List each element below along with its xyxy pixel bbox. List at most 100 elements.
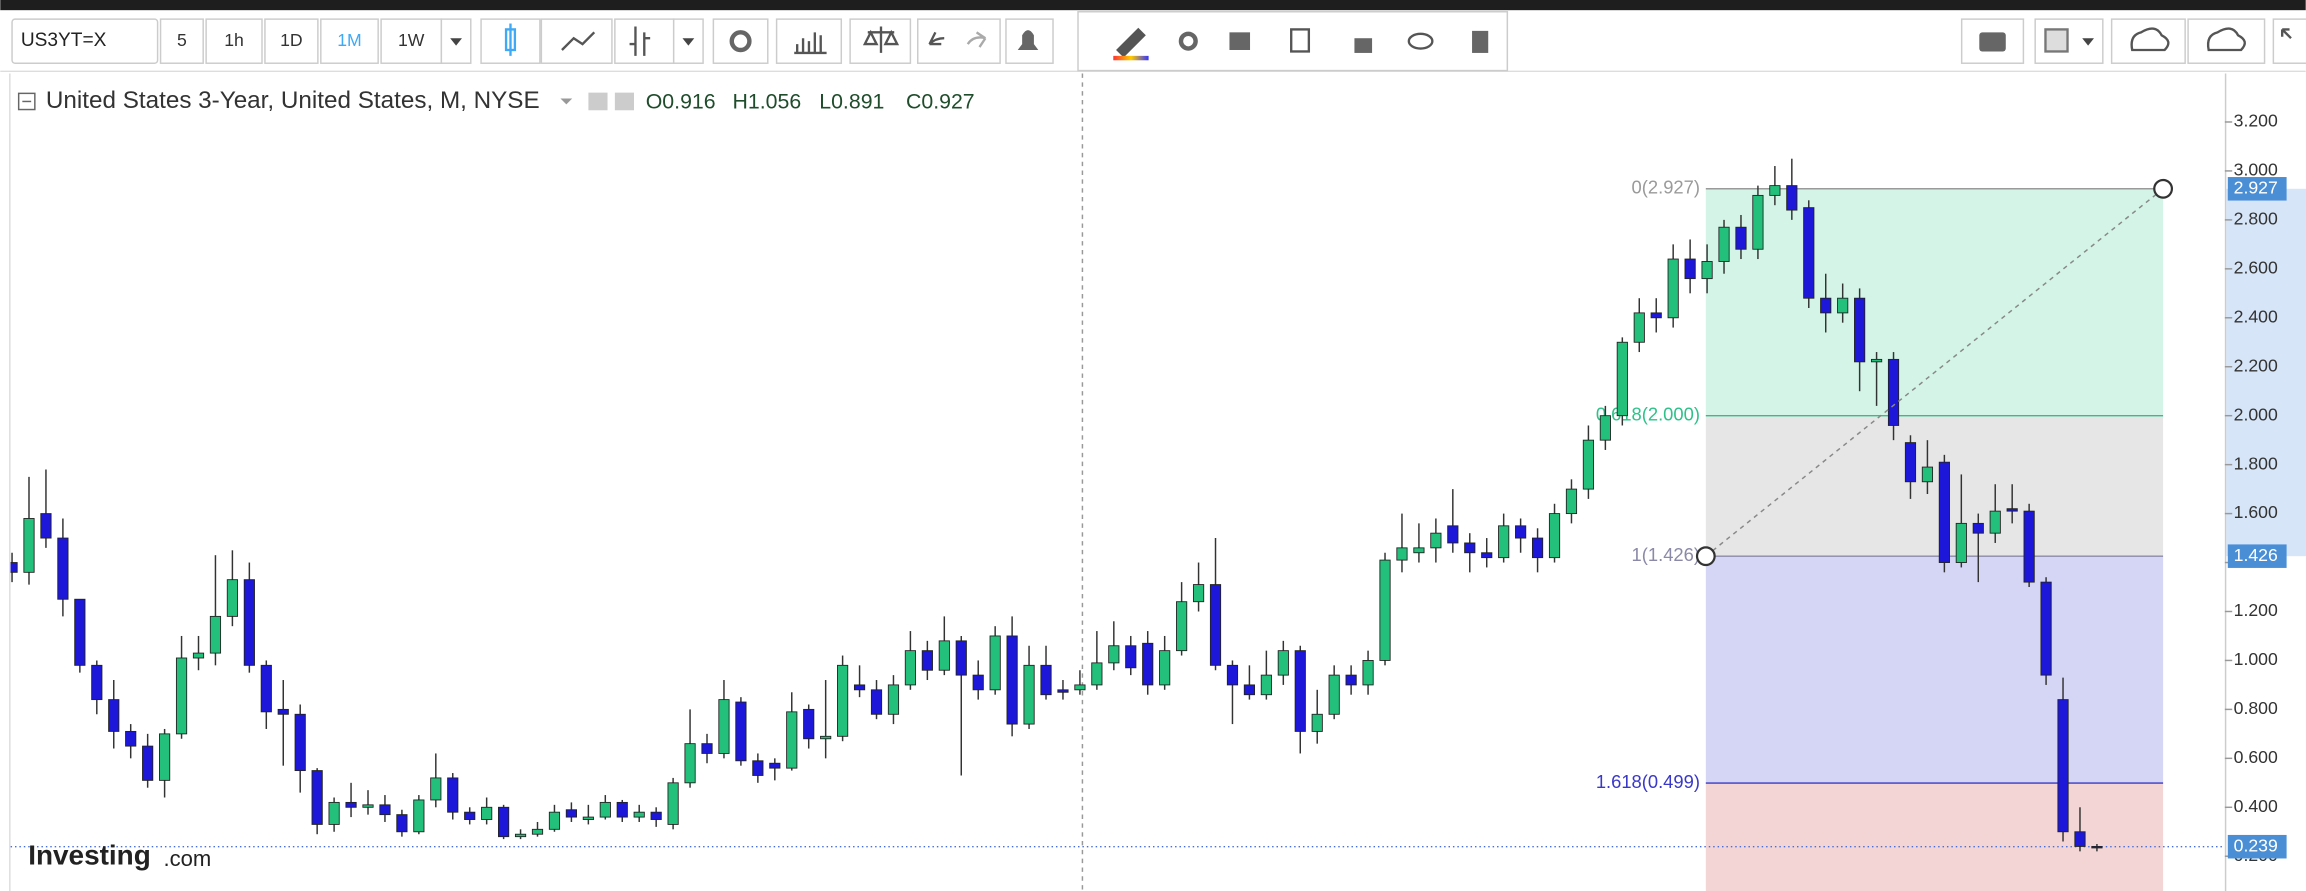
candle-body [1125,645,1137,669]
candle-body [1074,684,1086,691]
candle-body [1108,645,1120,664]
candle-body [599,801,611,818]
candle-body [1396,547,1408,561]
fib-anchor[interactable] [1695,546,1716,567]
y-tick-label: 2.800 [2234,209,2278,229]
y-tick-label: 1.200 [2234,600,2278,620]
drawing-panel-icons [1113,27,1489,61]
chart-title: United States 3-Year, United States, M, … [46,87,540,114]
settings-icon[interactable] [614,92,634,111]
symbol: US3YT=X [21,30,107,51]
candle-body [40,513,52,539]
candle-body [2057,699,2069,833]
lock-icon[interactable] [1354,38,1373,53]
candle-body [1006,635,1018,725]
pencil-icon[interactable] [1116,27,1146,58]
candle-body [1752,194,1764,250]
candle-body [1548,513,1561,559]
visibility-icon[interactable] [588,92,608,111]
candle-body [243,579,255,666]
candle-body [226,579,238,617]
fib-level-label: 0.618(2.000) [1596,404,1700,425]
candle-body [1972,522,1984,534]
caret [682,38,695,46]
tool-icons [504,23,2292,56]
candle-body [1904,442,1917,483]
candle-body [1870,358,1883,363]
color-swatch [2044,28,2069,53]
scale-icon [862,26,900,53]
candle-body [345,801,357,808]
candle-body [650,811,662,820]
candle-body [820,735,832,740]
load-button[interactable] [2110,18,2186,64]
fib-trend-line [1705,188,2164,557]
ohlc-value: O0.916 [646,90,716,114]
ohlc-value: C0.927 [906,90,975,114]
interval-button[interactable] [320,18,379,64]
clone-icon[interactable] [1290,28,1311,53]
y-tick-label: 2.600 [2234,257,2278,277]
candle-body [1430,532,1442,549]
chart-area [9,73,2227,891]
save-button[interactable] [2187,18,2266,64]
candle-body [1464,542,1476,554]
interval-label: 1M [337,30,361,50]
candle-body [1582,439,1595,490]
candle-body [616,801,628,818]
interval-button[interactable] [264,18,319,64]
candle-body [447,777,459,813]
y-tick-label: 2.000 [2234,404,2278,424]
candle-body [1515,525,1527,539]
candle-body [328,801,340,825]
gear-icon[interactable] [1178,31,1198,51]
candle-body [1159,650,1171,686]
candle-body [1379,559,1391,661]
candle-body [1413,547,1425,554]
candle-body [2074,831,2086,847]
fib-level-label: 1(1.426) [1632,544,1700,565]
fullscreen-button[interactable] [2272,18,2306,64]
candle-body [921,650,933,671]
line-icon [561,31,596,51]
candle-body [1023,664,1035,725]
interval-button[interactable] [380,18,443,64]
candle-body [277,708,289,715]
logo-suffix: .com [163,846,211,871]
caret [2082,38,2094,46]
y-tick-label: 1.600 [2234,502,2278,522]
y-tick-label: 2.400 [2234,306,2278,326]
layers-icon[interactable] [1229,32,1251,50]
caret [450,38,462,46]
price-label-box [2227,177,2287,201]
candle-body [159,733,171,781]
trash-icon[interactable] [1472,30,1489,53]
fullscreen-icon [2281,28,2292,40]
candle-body [142,745,154,781]
candle-body [769,762,781,769]
candle-body [1955,522,1967,563]
candle-body [175,657,188,735]
fib-anchor[interactable] [2153,178,2174,199]
candle-body [531,828,544,835]
y-tick-label: 3.000 [2234,160,2278,180]
candle-body [1650,312,1662,319]
settings-button[interactable] [712,18,769,64]
candle-body [1633,312,1645,343]
candle-body [955,640,967,676]
candle-body [2006,508,2018,512]
candle-body [1599,415,1611,441]
fib-zone [1705,556,2164,784]
ohlc-value: L0.891 [819,90,884,114]
eye-icon[interactable] [1407,32,1434,50]
interval-button[interactable] [159,18,204,64]
interval-button[interactable] [205,18,263,64]
symbol-box[interactable] [11,18,159,64]
candle-body [464,811,476,820]
candle-body [1345,674,1357,686]
candle-body [1498,525,1510,559]
candle-body [582,816,594,820]
candle-body [972,674,984,691]
candle-body [311,770,323,825]
